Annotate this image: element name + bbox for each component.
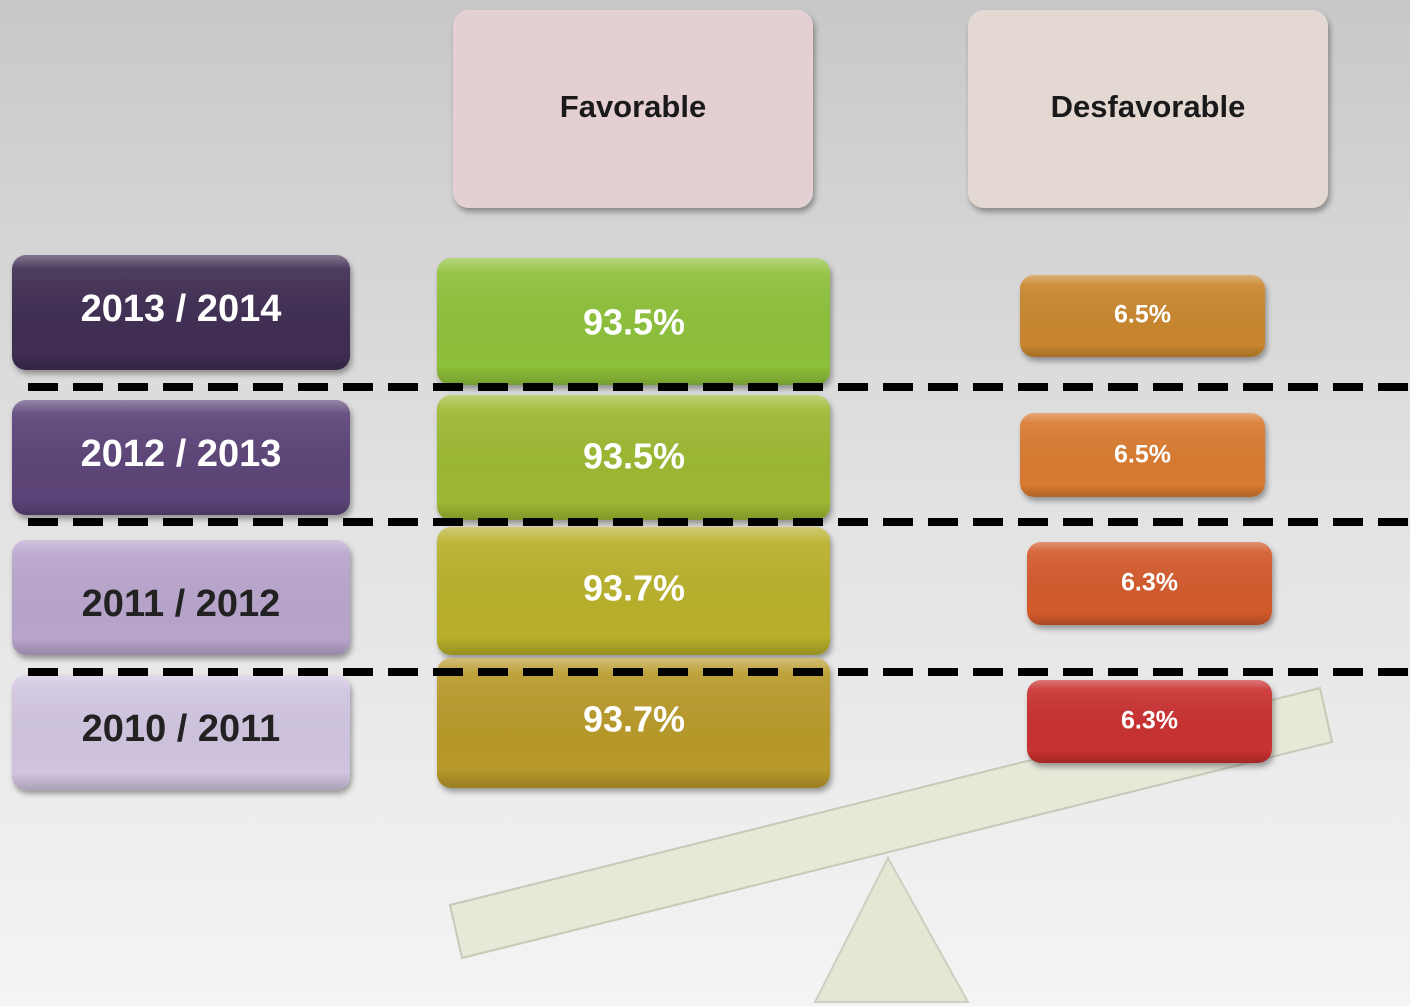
header-unfavorable: Desfavorable (1051, 89, 1246, 124)
favorable-value: 93.5% (583, 302, 685, 343)
favorable-value: 93.5% (583, 436, 685, 477)
unfavorable-value: 6.3% (1121, 707, 1178, 735)
header-favorable: Favorable (560, 89, 706, 124)
unfavorable-value: 6.5% (1114, 441, 1171, 469)
unfavorable-value: 6.5% (1114, 301, 1171, 329)
favorable-value: 93.7% (583, 568, 685, 609)
period-label: 2011 / 2012 (82, 583, 281, 625)
favorable-value: 93.7% (583, 699, 685, 740)
infographic: Favorable Desfavorable 2013 / 2014 93.5% 6… (0, 0, 1410, 1006)
period-label: 2013 / 2014 (81, 288, 282, 330)
period-label: 2012 / 2013 (81, 433, 282, 475)
unfavorable-value: 6.3% (1121, 569, 1178, 597)
period-label: 2010 / 2011 (82, 708, 281, 750)
